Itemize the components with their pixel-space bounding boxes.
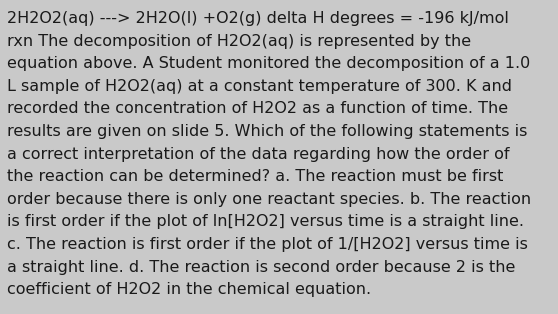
Text: order because there is only one reactant species. b. The reaction: order because there is only one reactant… — [7, 192, 531, 207]
Text: L sample of H2O2(aq) at a constant temperature of 300. K and: L sample of H2O2(aq) at a constant tempe… — [7, 79, 512, 94]
Text: results are given on slide 5. Which of the following statements is: results are given on slide 5. Which of t… — [7, 124, 527, 139]
Text: a straight line. d. The reaction is second order because 2 is the: a straight line. d. The reaction is seco… — [7, 260, 515, 275]
Text: rxn The decomposition of H2O2(aq) is represented by the: rxn The decomposition of H2O2(aq) is rep… — [7, 34, 471, 49]
Text: coefficient of H2O2 in the chemical equation.: coefficient of H2O2 in the chemical equa… — [7, 282, 371, 297]
Text: a correct interpretation of the data regarding how the order of: a correct interpretation of the data reg… — [7, 147, 509, 162]
Text: the reaction can be determined? a. The reaction must be first: the reaction can be determined? a. The r… — [7, 169, 503, 184]
Text: recorded the concentration of H2O2 as a function of time. The: recorded the concentration of H2O2 as a … — [7, 101, 508, 116]
Text: is first order if the plot of ln[H2O2] versus time is a straight line.: is first order if the plot of ln[H2O2] v… — [7, 214, 524, 230]
Text: c. The reaction is first order if the plot of 1/[H2O2] versus time is: c. The reaction is first order if the pl… — [7, 237, 527, 252]
Text: 2H2O2(aq) ---> 2H2O(l) +O2(g) delta H degrees = -196 kJ/mol: 2H2O2(aq) ---> 2H2O(l) +O2(g) delta H de… — [7, 11, 508, 26]
Text: equation above. A Student monitored the decomposition of a 1.0: equation above. A Student monitored the … — [7, 56, 530, 71]
